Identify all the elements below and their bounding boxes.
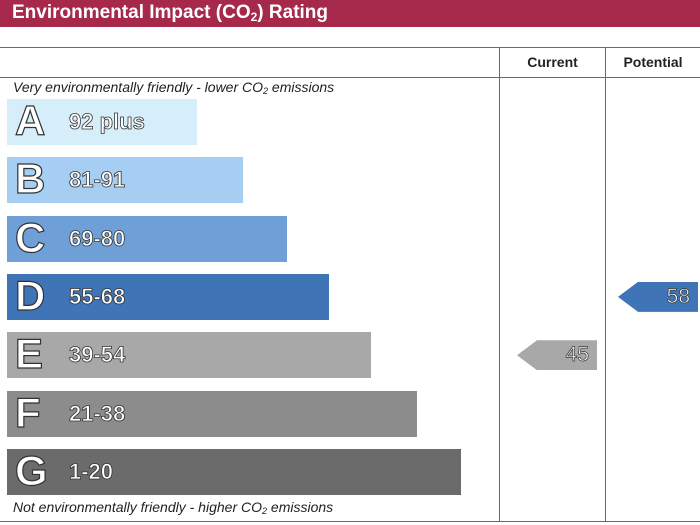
table-bottom-border: [0, 521, 700, 522]
band-range: 92 plus: [69, 109, 146, 135]
band-f: F 21-38: [7, 388, 417, 437]
band-range: 55-68: [69, 283, 126, 309]
band-letter: D: [14, 271, 46, 319]
band-range: 81-91: [69, 167, 126, 193]
potential-rating-value: 58: [666, 284, 690, 309]
top-note: Very environmentally friendly - lower CO…: [13, 79, 335, 96]
band-range: 69-80: [69, 225, 126, 251]
page-title: Environmental Impact (CO2) Rating: [0, 0, 700, 27]
table-top-border: [0, 47, 700, 48]
potential-column-header: Potential: [623, 54, 683, 70]
band-c: C 69-80: [7, 213, 287, 262]
column-divider-current: [499, 47, 500, 522]
column-divider-potential: [605, 47, 606, 522]
bottom-note: Not environmentally friendly - higher CO…: [13, 499, 334, 516]
band-letter: F: [14, 388, 41, 436]
band-range: 1-20: [69, 458, 114, 484]
band-a: A 92 plus: [7, 96, 197, 145]
potential-rating-arrow: 58: [618, 281, 698, 312]
band-letter: G: [14, 446, 48, 494]
current-rating-arrow: 45: [517, 340, 597, 371]
table-header-border: [0, 77, 700, 78]
band-range: 21-38: [69, 400, 126, 426]
band-range: 39-54: [69, 342, 126, 368]
band-letter: A: [14, 96, 46, 144]
band-e: E 39-54: [7, 330, 371, 379]
band-g: G 1-20: [7, 446, 461, 495]
band-b: B 81-91: [7, 155, 243, 204]
band-letter: E: [14, 330, 44, 378]
current-column-header: Current: [527, 54, 578, 70]
current-rating-value: 45: [565, 343, 589, 367]
band-letter: C: [14, 213, 46, 261]
rating-table: Current Potential Very environmentally f…: [0, 47, 700, 522]
band-letter: B: [14, 155, 46, 203]
band-d: D 55-68: [7, 271, 329, 320]
